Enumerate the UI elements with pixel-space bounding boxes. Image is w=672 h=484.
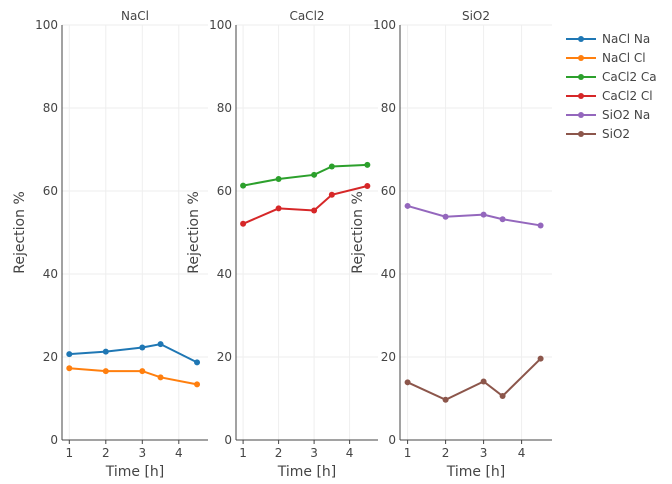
x-tick-label: 2 (442, 446, 450, 460)
panel-0: 0 20 40 60 80 100 1 2 3 4 NaCl Time [h] Rejection % (12, 9, 208, 480)
y-tick-label: 0 (50, 433, 58, 447)
data-point (66, 351, 73, 358)
x-tick-label: 1 (65, 446, 73, 460)
x-tick-label: 2 (275, 446, 283, 460)
legend: NaCl Na NaCl Cl CaCl2 Ca CaCl2 Cl SiO2 Na SiO… (566, 32, 657, 141)
y-tick-label: 40 (217, 267, 232, 281)
y-tick-label: 80 (217, 101, 232, 115)
data-point (275, 175, 282, 182)
y-tick-label: 60 (43, 184, 58, 198)
legend-swatch-marker (578, 112, 584, 118)
y-tick-label: 20 (43, 350, 58, 364)
x-tick-label: 3 (480, 446, 488, 460)
series-line (407, 357, 542, 401)
x-tick-label: 1 (404, 446, 412, 460)
legend-item[interactable]: CaCl2 Ca (566, 70, 657, 84)
y-tick-label: 0 (388, 433, 396, 447)
y-tick-label: 80 (43, 101, 58, 115)
data-point (311, 171, 318, 178)
data-point (194, 381, 201, 388)
legend-label: NaCl Na (602, 32, 650, 46)
series-line (242, 163, 368, 187)
y-axis-title: Rejection % (186, 191, 202, 273)
y-tick-label: 80 (381, 101, 396, 115)
data-point (328, 163, 335, 170)
legend-label: SiO2 Na (602, 108, 650, 122)
data-point (404, 379, 411, 386)
panel-title: CaCl2 (289, 9, 324, 23)
data-point (442, 396, 449, 403)
data-point (404, 202, 411, 209)
x-tick-label: 2 (102, 446, 110, 460)
x-tick-label: 1 (239, 446, 247, 460)
data-point (480, 211, 487, 218)
data-point (66, 365, 73, 372)
y-tick-label: 20 (381, 350, 396, 364)
data-point (275, 205, 282, 212)
legend-swatch-marker (578, 131, 584, 137)
y-tick-label: 40 (381, 267, 396, 281)
series-line (242, 185, 368, 225)
x-axis-title: Time [h] (277, 464, 337, 480)
legend-label: NaCl Cl (602, 51, 646, 65)
panel-2: 0 20 40 60 80 100 1 2 3 4 SiO2 Time [h] Rejection % (350, 9, 552, 480)
y-tick-label: 20 (217, 350, 232, 364)
data-point (499, 393, 506, 400)
y-axis-title: Rejection % (12, 191, 28, 273)
legend-swatch-marker (578, 93, 584, 99)
data-point (194, 359, 201, 366)
legend-swatch-marker (578, 36, 584, 42)
x-axis-title: Time [h] (446, 464, 506, 480)
x-tick-label: 4 (518, 446, 526, 460)
data-point (139, 344, 146, 351)
data-point (102, 368, 109, 375)
legend-label: CaCl2 Cl (602, 89, 653, 103)
y-tick-label: 40 (43, 267, 58, 281)
legend-item[interactable]: NaCl Na (566, 32, 650, 46)
y-tick-label: 100 (373, 18, 396, 32)
legend-swatch-marker (578, 74, 584, 80)
y-tick-label: 0 (224, 433, 232, 447)
legend-item[interactable]: SiO2 Na (566, 108, 650, 122)
data-point (537, 222, 544, 229)
y-tick-label: 60 (217, 184, 232, 198)
panel-title: SiO2 (462, 9, 490, 23)
legend-label: CaCl2 Ca (602, 70, 657, 84)
data-point (157, 341, 164, 348)
panel-1: 0 20 40 60 80 100 1 2 3 4 CaCl2 Time [h] Rejection % (186, 9, 378, 480)
data-point (240, 220, 247, 227)
y-axis-title: Rejection % (350, 191, 366, 273)
data-point (102, 348, 109, 355)
y-tick-label: 60 (381, 184, 396, 198)
data-point (364, 161, 371, 168)
legend-swatch-marker (578, 55, 584, 61)
legend-label: SiO2 (602, 127, 630, 141)
data-point (480, 378, 487, 385)
panel-title: NaCl (121, 9, 149, 23)
x-tick-label: 3 (138, 446, 146, 460)
data-point (364, 183, 371, 190)
data-point (157, 374, 164, 381)
data-point (240, 182, 247, 189)
legend-item[interactable]: NaCl Cl (566, 51, 646, 65)
series-line (69, 343, 198, 364)
y-tick-label: 100 (35, 18, 58, 32)
data-point (139, 368, 146, 375)
legend-item[interactable]: SiO2 (566, 127, 630, 141)
series-line (69, 367, 198, 386)
x-tick-label: 3 (310, 446, 318, 460)
data-point (442, 213, 449, 220)
x-tick-label: 4 (346, 446, 354, 460)
series-line (407, 204, 541, 227)
y-tick-label: 100 (209, 18, 232, 32)
x-axis-title: Time [h] (105, 464, 165, 480)
data-point (328, 191, 335, 198)
data-point (537, 355, 544, 362)
x-tick-label: 4 (175, 446, 183, 460)
data-point (311, 207, 318, 214)
legend-item[interactable]: CaCl2 Cl (566, 89, 653, 103)
data-point (499, 216, 506, 223)
